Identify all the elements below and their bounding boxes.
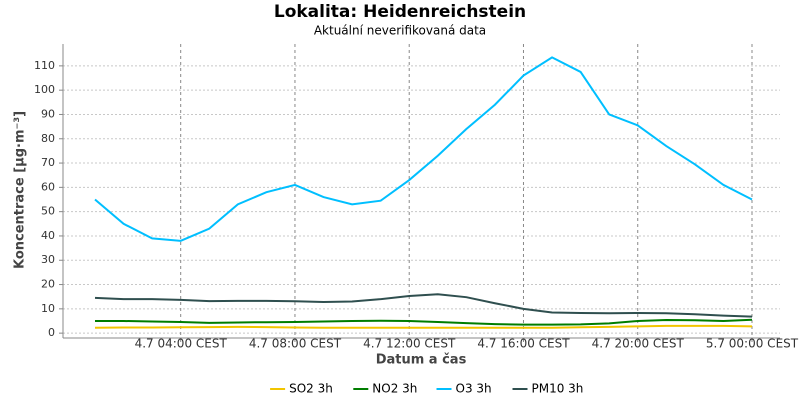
x-tick-label: 4.7 20:00 CEST [592,337,685,351]
y-tick-label: 10 [41,302,55,315]
y-tick-label: 60 [41,180,55,193]
x-tick-label: 4.7 12:00 CEST [363,337,456,351]
series-line [94,56,753,242]
chart-subtitle: Aktuální neverifikovaná data [314,24,486,38]
x-tick-label: 4.7 04:00 CEST [135,337,228,351]
x-tick-label: 4.7 08:00 CEST [249,337,342,351]
series-line [95,318,753,326]
legend-label: PM10 3h [532,382,584,396]
y-tick-label: 50 [41,205,55,218]
x-tick-label: 5.7 00:00 CEST [706,337,799,351]
y-tick-label: 40 [41,229,55,242]
y-tick-label: 0 [48,326,55,339]
y-axis-label: Koncentrace [µg·m⁻³] [13,111,28,269]
legend-label: NO2 3h [372,382,417,396]
series-line [94,293,753,318]
y-tick-label: 70 [41,156,55,169]
y-tick-label: 90 [41,107,55,120]
x-axis-label: Datum a čas [376,353,467,368]
x-tick-label: 4.7 16:00 CEST [477,337,570,351]
y-tick-label: 100 [34,83,55,96]
legend-label: O3 3h [456,382,492,396]
series-line [94,324,753,329]
y-tick-label: 80 [41,132,55,145]
y-tick-label: 30 [41,253,55,266]
y-tick-label: 20 [41,278,55,291]
chart-title: Lokalita: Heidenreichstein [274,2,526,22]
y-tick-label: 110 [34,59,55,72]
legend-label: SO2 3h [289,382,333,396]
